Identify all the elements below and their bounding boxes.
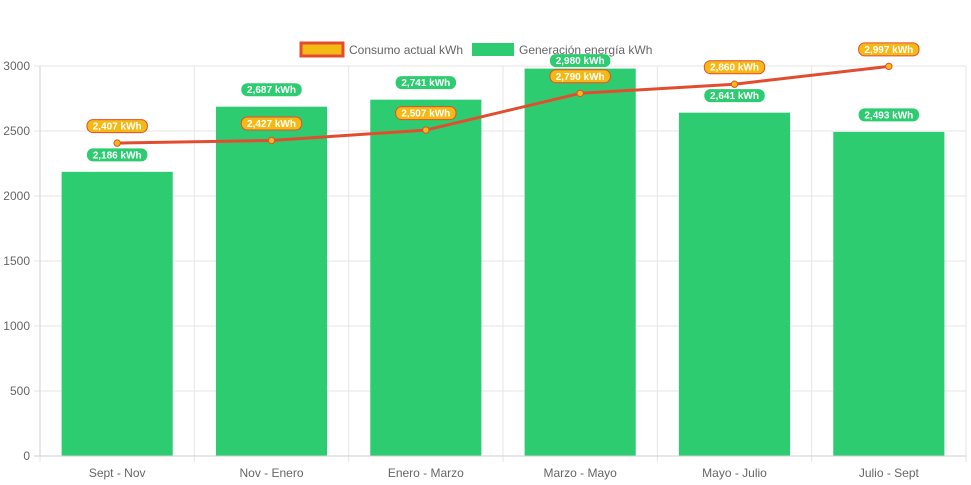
- line-value-label: 2,997 kWh: [864, 45, 913, 56]
- x-tick-label: Mayo - Julio: [702, 466, 767, 480]
- bar-value-label-bg: [549, 54, 611, 68]
- legend-label-consumo[interactable]: Consumo actual kWh: [349, 43, 463, 57]
- legend-label-generacion[interactable]: Generación energía kWh: [519, 43, 652, 57]
- line-value-label-bg: [395, 106, 457, 121]
- x-tick-label: Marzo - Mayo: [543, 466, 617, 480]
- line-value-label: 2,860 kWh: [710, 63, 759, 74]
- x-tick-label: Enero - Marzo: [388, 466, 464, 480]
- line-value-label: 2,427 kWh: [247, 119, 296, 130]
- line-series: [113, 62, 893, 147]
- bar-value-label: 2,493 kWh: [864, 110, 913, 121]
- line-value-label-bg: [240, 116, 303, 131]
- bar-value-label: 2,687 kWh: [247, 85, 296, 96]
- y-tick-label: 2500: [3, 124, 30, 138]
- bar-value-label: 2,641 kWh: [710, 91, 759, 102]
- legend-swatch-generacion[interactable]: [472, 43, 514, 56]
- y-tick-label: 3000: [3, 59, 30, 73]
- line-value-label-bg: [858, 42, 920, 57]
- bar[interactable]: [61, 171, 173, 456]
- line-point[interactable]: [113, 139, 121, 147]
- bar[interactable]: [833, 131, 945, 456]
- y-tick-label: 0: [23, 449, 30, 463]
- bar-value-label: 2,186 kWh: [93, 150, 142, 161]
- x-tick-label: Nov - Enero: [239, 466, 303, 480]
- y-tick-label: 1000: [3, 319, 30, 333]
- line-value-label-bg: [549, 69, 611, 84]
- bar-value-label: 2,741 kWh: [401, 78, 450, 89]
- bar[interactable]: [215, 106, 328, 456]
- grid: [34, 65, 967, 462]
- bar[interactable]: [678, 112, 791, 457]
- bar-value-label-bg: [704, 89, 765, 103]
- axes: 0 500 1000 1500 2000 2500 3000 Sept - Nov Nov - …: [3, 59, 966, 480]
- y-tick-label: 500: [10, 384, 30, 398]
- x-tick-label: Julio - Sept: [859, 466, 920, 480]
- legend-swatch-consumo[interactable]: [299, 41, 345, 58]
- bar[interactable]: [370, 99, 482, 457]
- line-value-label-bg: [703, 60, 766, 75]
- line-value-label: 2,790 kWh: [556, 72, 605, 83]
- bar-series: [61, 68, 945, 457]
- bar[interactable]: [524, 68, 636, 456]
- bar-value-label-bg: [86, 148, 148, 162]
- bar-value-label-bg: [858, 108, 920, 122]
- line-value-label: 2,407 kWh: [93, 122, 142, 133]
- x-tick-label: Sept - Nov: [89, 466, 146, 480]
- y-tick-label: 2000: [3, 189, 30, 203]
- line-point[interactable]: [730, 80, 739, 88]
- legend: Consumo actual kWh Generación energía kW…: [299, 41, 652, 58]
- bar-value-label-bg: [241, 83, 302, 97]
- line-value-label: 2,507 kWh: [401, 109, 450, 120]
- bar-value-label: 2,980 kWh: [556, 56, 605, 67]
- bar-value-label-bg: [395, 76, 457, 90]
- line-point[interactable]: [576, 89, 584, 98]
- line-point[interactable]: [422, 126, 430, 134]
- data-labels: 2,186 kWh 2,687 kWh 2,741 kWh 2,980 kWh 2,64…: [86, 42, 920, 162]
- line-point[interactable]: [885, 62, 893, 71]
- consumo-line: [117, 64, 890, 145]
- y-tick-label: 1500: [3, 254, 30, 268]
- line-value-label-bg: [86, 119, 148, 134]
- line-point[interactable]: [267, 136, 276, 145]
